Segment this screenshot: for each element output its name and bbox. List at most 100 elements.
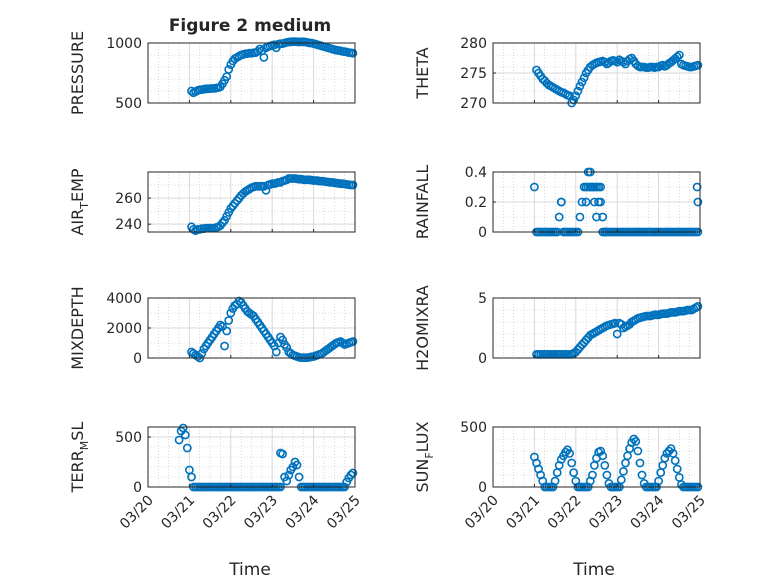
figure-title: Figure 2 medium [169, 16, 331, 36]
x-tick-label: 03/20 [117, 493, 157, 533]
data-point [569, 95, 579, 105]
data-point [224, 65, 234, 74]
data-point [261, 185, 271, 195]
data-point [348, 468, 358, 478]
panel-h2omixra: 0 5 H2OMIXRA [413, 285, 703, 371]
data-point [554, 212, 564, 222]
data-point [693, 301, 703, 311]
data-point [348, 180, 358, 190]
x-tick-label: 03/21 [503, 493, 543, 533]
data-point [590, 197, 599, 207]
data-point [577, 77, 587, 87]
data-point [602, 470, 612, 480]
data-point [222, 326, 232, 336]
y-axis-label: RAINFALL [413, 165, 432, 240]
data-point [573, 86, 583, 96]
data-point [672, 52, 682, 62]
data-point [292, 460, 302, 470]
data-point [600, 460, 610, 470]
data-point [271, 347, 281, 357]
y-tick-label: 275 [460, 66, 487, 82]
data-point [610, 318, 620, 328]
data-point [579, 73, 589, 83]
data-point [629, 434, 639, 444]
y-axis-label: AIRTEMP [68, 168, 91, 235]
data-point [348, 48, 358, 58]
data-point [220, 341, 229, 351]
data-point [612, 329, 622, 339]
data-point [565, 448, 574, 458]
panel-theta: 270 275 280 THETA [413, 36, 703, 112]
data-point [561, 447, 570, 457]
x-tick-label: 03/22 [545, 493, 585, 533]
data-point [598, 451, 608, 461]
y-tick-label: 0 [133, 351, 142, 367]
y-tick-label: 0 [478, 351, 487, 367]
data-point [616, 475, 626, 485]
data-point [288, 462, 298, 472]
data-point [182, 443, 192, 453]
x-tick-label: 03/25 [324, 493, 364, 533]
y-tick-label: 0 [133, 480, 142, 496]
y-tick-label: 0 [478, 225, 487, 241]
data-point [550, 476, 560, 486]
data-point [174, 435, 184, 445]
x-axis-label-left: Time [228, 560, 271, 580]
data-point [612, 57, 622, 67]
data-point [592, 212, 601, 222]
panel-mixdepth: 0 2000 4000 MIXDEPTH [68, 286, 358, 370]
x-axis-label-right: Time [572, 560, 615, 580]
panel-sun_flux: 0 500 SUNFLUX 03/20 03/21 03/22 03/23 03/24 03/2… [413, 420, 709, 532]
data-point [567, 458, 577, 468]
data-point [581, 197, 591, 207]
data-point [631, 436, 641, 446]
data-point [224, 316, 234, 325]
axes-frame [147, 426, 356, 488]
data-point [338, 338, 347, 348]
data-point [278, 335, 287, 345]
panel-air_temp: 240 260 AIRTEMP [68, 168, 358, 236]
data-point [637, 470, 647, 480]
data-point [619, 466, 628, 476]
series-h2omixra [532, 301, 703, 359]
panel-terr_msl: 0 500 TERRMSL 03/20 03/21 03/22 03/23 03/24 03/2… [68, 422, 364, 533]
y-axis-label: PRESSURE [68, 31, 87, 115]
axes-frame [492, 426, 701, 488]
x-tick-label: 03/24 [628, 492, 668, 532]
data-point [282, 343, 292, 352]
x-tick-label: 03/23 [586, 493, 626, 533]
y-tick-label: 0 [478, 480, 487, 496]
data-point [670, 456, 680, 465]
y-axis-label: TERRMSL [68, 422, 91, 494]
x-tick-label: 03/22 [200, 493, 240, 533]
data-point [187, 472, 196, 482]
data-point [596, 446, 605, 456]
data-point [598, 212, 608, 222]
y-tick-label: 0.4 [465, 165, 487, 181]
panel-rainfall: 0 0.2 0.4 RAINFALL [413, 165, 703, 241]
y-tick-label: 240 [115, 217, 142, 233]
data-point [693, 197, 703, 207]
panel-pressure: 500 1000 PRESSURE [68, 31, 358, 115]
x-tick-label: 03/21 [158, 493, 198, 533]
data-point [294, 472, 304, 482]
data-point [575, 212, 585, 222]
y-tick-label: 1000 [106, 36, 142, 52]
data-point [577, 197, 587, 207]
y-tick-label: 0.2 [465, 195, 487, 211]
data-point [259, 53, 269, 62]
y-tick-label: 500 [460, 420, 487, 436]
series-theta [532, 50, 703, 108]
data-point [284, 470, 294, 480]
data-point [596, 182, 605, 192]
y-axis-label: SUNFLUX [413, 421, 436, 492]
axes-frame [147, 171, 356, 233]
data-point [530, 182, 539, 192]
data-point [666, 444, 676, 453]
series-pressure [187, 37, 358, 98]
y-axis-label: THETA [413, 47, 432, 99]
x-tick-label: 03/24 [283, 492, 323, 532]
data-point [596, 197, 605, 207]
